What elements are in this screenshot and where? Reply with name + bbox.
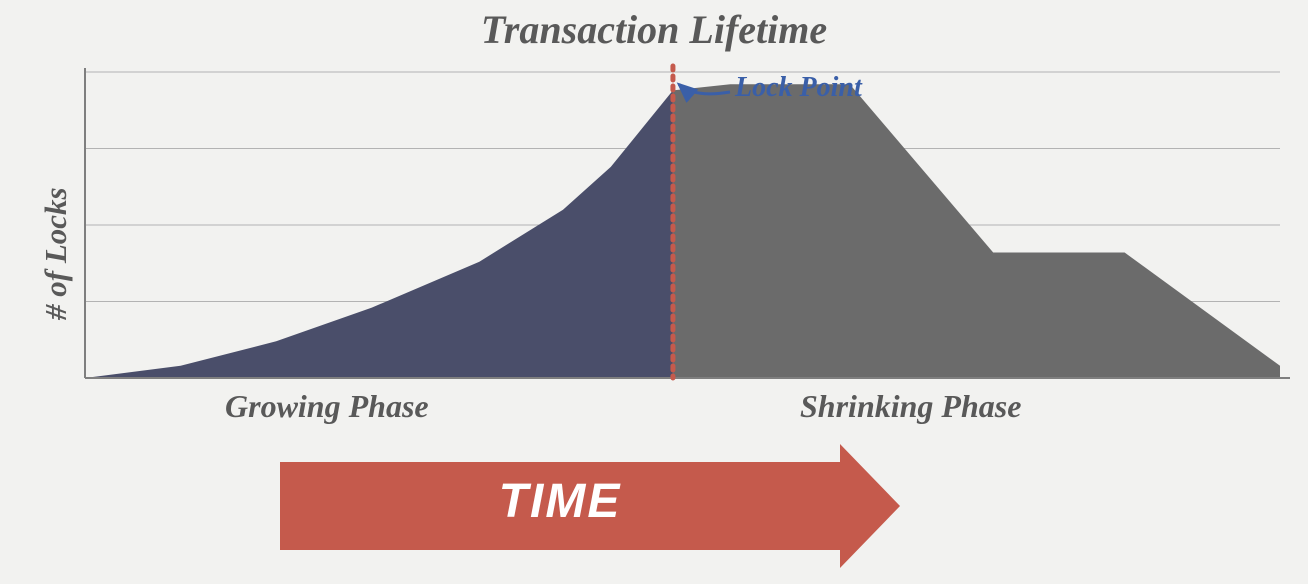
lock-point-label: Lock Point [735,72,862,104]
time-arrow-label: TIME [280,474,840,529]
area-chart [75,62,1300,388]
y-axis-label: # of Locks [38,187,74,320]
diagram-title: Transaction Lifetime [0,6,1308,53]
shrinking-phase-label: Shrinking Phase [800,388,1021,425]
growing-phase-label: Growing Phase [225,388,429,425]
diagram-container: Transaction Lifetime # of Locks Lock Poi… [0,0,1308,584]
